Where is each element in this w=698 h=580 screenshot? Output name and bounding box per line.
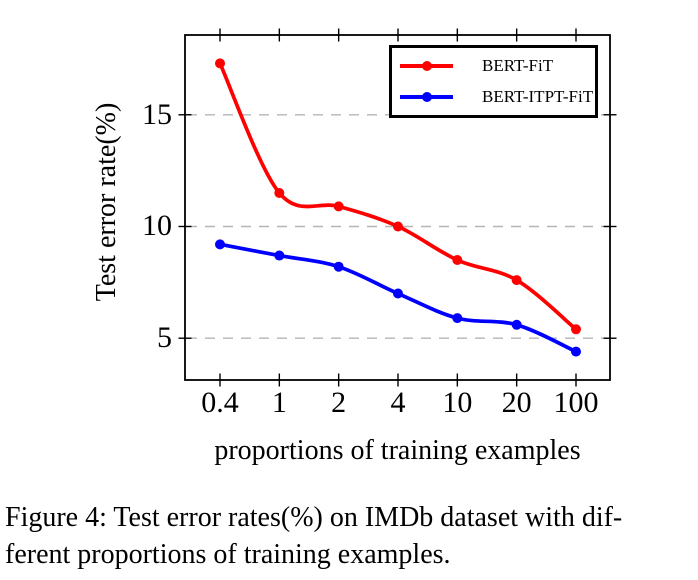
data-point-BERT-ITPT-FiT [333,261,344,272]
legend-label: BERT-ITPT-FiT [482,87,594,106]
x-tick-label: 100 [553,386,599,419]
legend-marker-dot-icon [421,92,432,102]
x-tick-label: 10 [442,386,473,419]
data-point-BERT-FiT [333,201,344,212]
y-tick-label: 5 [157,321,172,355]
y-tick-label: 10 [142,209,172,243]
x-axis-title: proportions of training examples [214,435,581,466]
legend-row: BERT-FiT [400,53,595,79]
x-tick-label: 1 [271,386,287,419]
legend-line-sample [400,61,453,71]
legend: BERT-FiT BERT-ITPT-FiT [389,45,598,118]
x-tick-label: 4 [390,386,406,419]
plot-svg [178,28,617,387]
data-point-BERT-FiT [274,187,285,198]
data-point-BERT-ITPT-FiT [393,288,403,299]
x-tick-label: 0.4 [201,386,239,419]
data-point-BERT-FiT [511,275,522,286]
data-point-BERT-FiT [571,324,581,335]
data-point-BERT-FiT [215,58,225,69]
data-point-BERT-ITPT-FiT [571,346,581,357]
x-tick-label: 2 [331,386,347,419]
chart: Test error rate(%) 5 10 15 0.4 1 2 4 10 20 100 p… [91,28,617,466]
legend-row: BERT-ITPT-FiT [400,84,595,110]
x-tick-label: 20 [501,386,532,419]
data-point-BERT-ITPT-FiT [452,313,463,324]
data-point-BERT-ITPT-FiT [215,239,225,250]
plot-frame [184,34,611,381]
y-tick-label: 15 [142,97,172,131]
data-point-BERT-ITPT-FiT [274,250,285,261]
legend-marker-dot-icon [421,61,432,71]
figure-caption: Figure 4: Test error rates(%) on IMDb da… [5,499,622,573]
data-point-BERT-FiT [393,221,403,232]
data-point-BERT-ITPT-FiT [511,319,522,330]
figure-caption-line-1: Figure 4: Test error rates(%) on IMDb da… [5,502,623,533]
data-point-BERT-FiT [452,255,463,266]
figure-caption-line-2: ferent proportions of training examples. [5,539,451,570]
legend-line-sample [400,92,453,102]
legend-label: BERT-FiT [482,56,554,75]
